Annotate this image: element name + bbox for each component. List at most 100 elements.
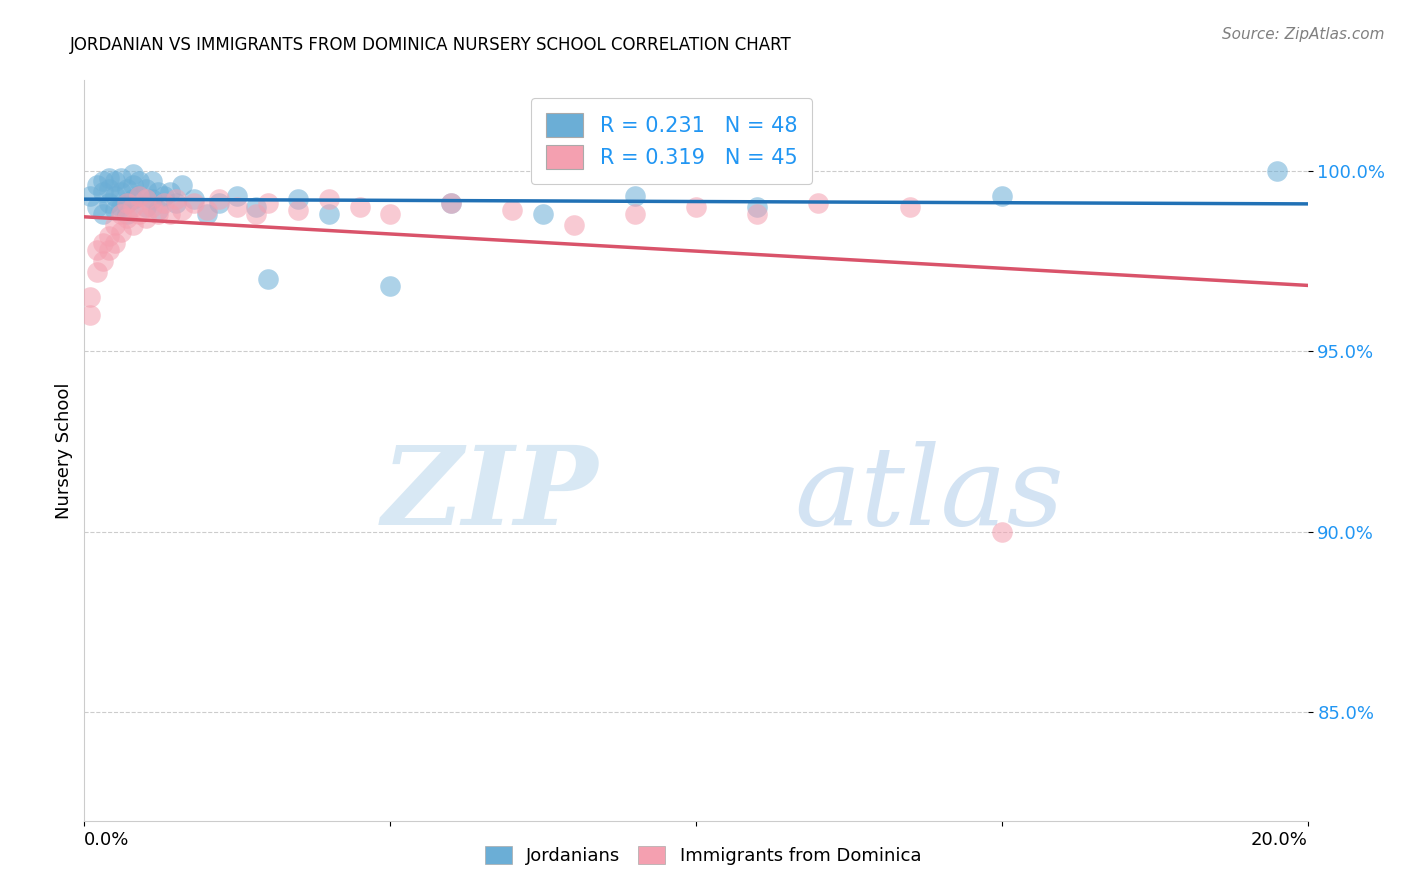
Point [104, 203, 127, 218]
Point [115, 181, 138, 195]
Point [91, 186, 114, 200]
Point [146, 186, 169, 200]
Point [183, 193, 205, 207]
Point [991, 524, 1014, 539]
Point [115, 196, 138, 211]
Point [165, 193, 187, 207]
Point [562, 218, 585, 232]
Point [110, 186, 132, 200]
Point [349, 200, 371, 214]
Point [172, 178, 194, 192]
Point [110, 207, 132, 221]
Point [110, 170, 132, 185]
Text: Source: ZipAtlas.com: Source: ZipAtlas.com [1222, 27, 1385, 42]
Point [183, 196, 205, 211]
Point [141, 174, 163, 188]
Point [245, 207, 267, 221]
Point [91, 235, 114, 250]
Point [135, 211, 157, 225]
Point [287, 193, 309, 207]
Point [146, 207, 169, 221]
Point [1265, 163, 1288, 178]
Point [97, 196, 120, 211]
Point [685, 200, 707, 214]
Point [624, 207, 647, 221]
Point [110, 225, 132, 239]
Point [257, 272, 280, 286]
Point [110, 200, 132, 214]
Point [153, 189, 176, 203]
Point [79, 189, 101, 203]
Point [128, 207, 150, 221]
Point [128, 174, 150, 188]
Point [86, 243, 108, 257]
Text: 0.0%: 0.0% [84, 831, 129, 849]
Point [318, 193, 340, 207]
Point [122, 218, 145, 232]
Point [226, 189, 249, 203]
Point [440, 196, 463, 211]
Point [991, 189, 1014, 203]
Point [97, 170, 120, 185]
Point [165, 196, 187, 211]
Point [86, 200, 108, 214]
Point [128, 189, 150, 203]
Legend: Jordanians, Immigrants from Dominica: Jordanians, Immigrants from Dominica [475, 837, 931, 874]
Point [172, 203, 194, 218]
Point [898, 200, 921, 214]
Point [195, 207, 218, 221]
Point [122, 178, 145, 192]
Point [747, 207, 769, 221]
Point [91, 174, 114, 188]
Point [115, 211, 138, 225]
Point [135, 193, 157, 207]
Point [86, 178, 108, 192]
Point [128, 189, 150, 203]
Point [122, 167, 145, 181]
Point [115, 207, 138, 221]
Point [208, 196, 231, 211]
Y-axis label: Nursery School: Nursery School [55, 382, 73, 519]
Point [257, 196, 280, 211]
Text: atlas: atlas [794, 442, 1063, 549]
Point [531, 207, 554, 221]
Point [195, 203, 218, 218]
Point [122, 200, 145, 214]
Point [624, 189, 647, 203]
Point [104, 235, 127, 250]
Point [807, 196, 830, 211]
Point [91, 207, 114, 221]
Point [153, 196, 176, 211]
Point [159, 186, 181, 200]
Point [502, 203, 524, 218]
Point [208, 193, 231, 207]
Point [380, 279, 402, 293]
Point [91, 253, 114, 268]
Point [104, 174, 127, 188]
Point [79, 308, 101, 322]
Text: JORDANIAN VS IMMIGRANTS FROM DOMINICA NURSERY SCHOOL CORRELATION CHART: JORDANIAN VS IMMIGRANTS FROM DOMINICA NU… [70, 36, 792, 54]
Point [135, 181, 157, 195]
Point [104, 189, 127, 203]
Point [380, 207, 402, 221]
Point [115, 196, 138, 211]
Point [146, 203, 169, 218]
Point [141, 193, 163, 207]
Point [226, 200, 249, 214]
Point [97, 181, 120, 195]
Point [97, 228, 120, 243]
Point [141, 200, 163, 214]
Point [245, 200, 267, 214]
Point [440, 196, 463, 211]
Text: 20.0%: 20.0% [1251, 831, 1308, 849]
Point [135, 200, 157, 214]
Point [159, 207, 181, 221]
Text: ZIP: ZIP [381, 442, 598, 549]
Point [86, 265, 108, 279]
Legend: R = 0.231   N = 48, R = 0.319   N = 45: R = 0.231 N = 48, R = 0.319 N = 45 [531, 98, 813, 184]
Point [318, 207, 340, 221]
Point [747, 200, 769, 214]
Point [79, 290, 101, 304]
Point [287, 203, 309, 218]
Point [97, 243, 120, 257]
